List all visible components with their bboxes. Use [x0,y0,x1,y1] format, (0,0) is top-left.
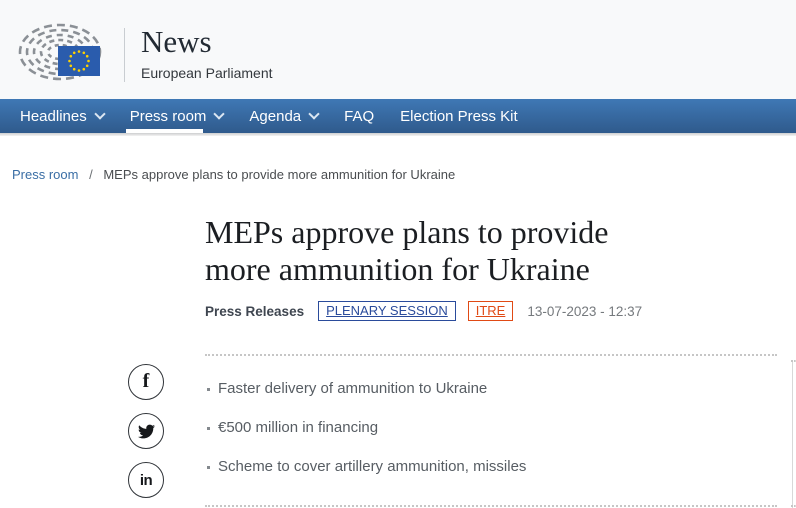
nav-item-label: Headlines [20,107,87,125]
highlights-list: Faster delivery of ammunition to Ukraine… [207,381,777,475]
highlight-text: €500 million in financing [218,419,379,436]
nav-item-faq[interactable]: FAQ [344,99,374,133]
page-title: MEPs approve plans to provide more ammun… [205,214,609,287]
nav-item-label: Agenda [249,107,302,125]
chevron-down-icon [308,107,320,120]
site-subtitle: European Parliament [141,64,273,81]
breadcrumb-separator: / [89,167,93,182]
nav-item-label: Press room [129,107,207,125]
highlight-item: Scheme to cover artillery ammunition, mi… [207,459,777,475]
facebook-icon: f [142,369,150,392]
nav-item-press-room[interactable]: Press room [125,99,226,133]
linkedin-icon: in [139,471,153,489]
nav-shadow [0,133,796,136]
breadcrumb-link-press-room[interactable]: Press room [12,167,79,182]
publish-datetime: 13-07-2023 - 12:37 [527,303,643,319]
category-label: Press Releases [205,303,305,319]
bullet-icon [207,387,210,391]
logo-divider [124,28,125,82]
highlight-item: €500 million in financing [207,420,777,436]
chevron-down-icon [94,107,106,120]
bullet-icon [207,426,210,430]
facebook-share-button[interactable]: f [128,364,164,400]
article-meta: Press Releases PLENARY SESSION ITRE 13-0… [205,301,642,321]
right-dotted-stub [791,360,796,362]
nav-item-label: Election Press Kit [400,107,518,125]
nav-item-label: FAQ [344,107,375,125]
breadcrumb: Press room / MEPs approve plans to provi… [12,167,455,182]
breadcrumb-current: MEPs approve plans to provide more ammun… [103,167,456,182]
hemicycle-eu-flag-icon [18,23,102,81]
tag-itre[interactable]: ITRE [467,301,514,321]
linkedin-share-button[interactable]: in [128,462,164,498]
chevron-down-icon [213,107,226,120]
site-header: News European Parliament [0,0,796,99]
bullet-icon [207,465,210,469]
site-title[interactable]: News [141,24,212,59]
social-share-rail: f in [128,364,164,508]
twitter-share-button[interactable] [128,413,164,449]
right-dotted-stub [791,505,796,507]
highlight-text: Scheme to cover artillery ammunition, mi… [218,458,527,475]
highlight-item: Faster delivery of ammunition to Ukraine [207,381,777,397]
twitter-icon [137,424,155,438]
article-highlights: Faster delivery of ammunition to Ukraine… [205,354,777,507]
highlight-text: Faster delivery of ammunition to Ukraine [218,380,488,397]
nav-item-agenda[interactable]: Agenda [249,99,320,133]
nav-item-election-press-kit[interactable]: Election Press Kit [400,99,518,133]
tag-plenary-session[interactable]: PLENARY SESSION [318,301,456,321]
right-card-edge [792,362,793,508]
nav-item-headlines[interactable]: Headlines [20,99,106,133]
main-nav: Headlines Press room Agenda FAQ Election… [0,99,796,133]
european-parliament-logo[interactable] [18,18,110,86]
site-title-block: News European Parliament [141,24,273,81]
